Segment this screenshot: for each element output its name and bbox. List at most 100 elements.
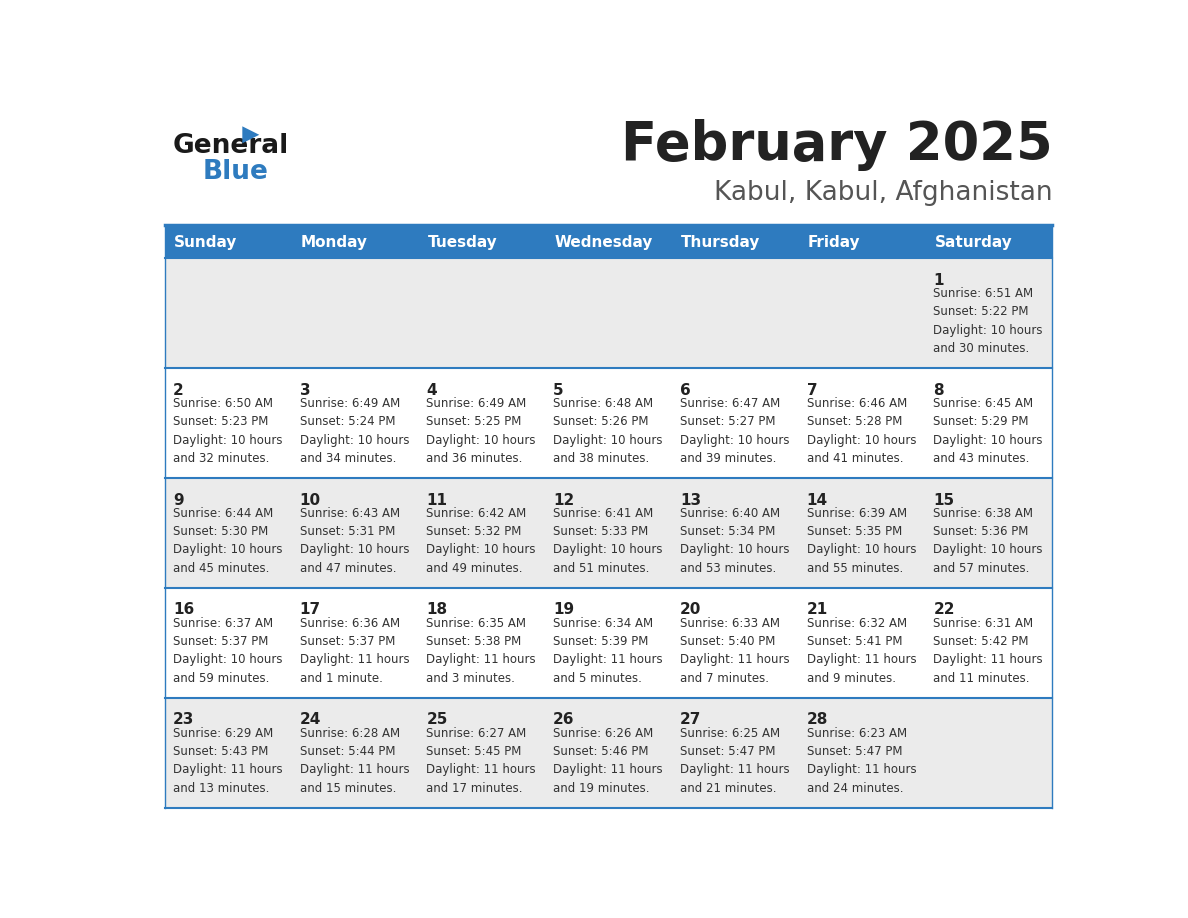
Text: Sunrise: 6:31 AM: Sunrise: 6:31 AM xyxy=(934,617,1034,630)
Text: Daylight: 10 hours: Daylight: 10 hours xyxy=(173,543,283,556)
Text: Sunrise: 6:27 AM: Sunrise: 6:27 AM xyxy=(426,727,526,740)
Text: Daylight: 10 hours: Daylight: 10 hours xyxy=(426,433,536,446)
Text: and 49 minutes.: and 49 minutes. xyxy=(426,562,523,575)
Text: Sunrise: 6:49 AM: Sunrise: 6:49 AM xyxy=(426,397,526,410)
Text: Wednesday: Wednesday xyxy=(555,235,652,250)
Text: Sunset: 5:22 PM: Sunset: 5:22 PM xyxy=(934,306,1029,319)
Text: and 47 minutes.: and 47 minutes. xyxy=(299,562,396,575)
Bar xyxy=(165,478,1053,588)
Text: 27: 27 xyxy=(680,712,701,727)
Text: Daylight: 10 hours: Daylight: 10 hours xyxy=(554,543,663,556)
Text: Daylight: 11 hours: Daylight: 11 hours xyxy=(426,654,536,666)
Text: Sunrise: 6:39 AM: Sunrise: 6:39 AM xyxy=(807,507,906,521)
Text: 20: 20 xyxy=(680,602,701,618)
Text: 4: 4 xyxy=(426,383,437,397)
Text: 19: 19 xyxy=(554,602,574,618)
Text: Sunrise: 6:42 AM: Sunrise: 6:42 AM xyxy=(426,507,526,521)
Text: and 9 minutes.: and 9 minutes. xyxy=(807,672,896,685)
Text: and 15 minutes.: and 15 minutes. xyxy=(299,781,396,794)
Text: and 32 minutes.: and 32 minutes. xyxy=(173,452,270,465)
Text: Daylight: 10 hours: Daylight: 10 hours xyxy=(807,543,916,556)
Text: and 21 minutes.: and 21 minutes. xyxy=(680,781,776,794)
Text: and 57 minutes.: and 57 minutes. xyxy=(934,562,1030,575)
Text: Sunrise: 6:33 AM: Sunrise: 6:33 AM xyxy=(680,617,779,630)
Text: and 30 minutes.: and 30 minutes. xyxy=(934,341,1030,354)
Text: Thursday: Thursday xyxy=(681,235,760,250)
Text: February 2025: February 2025 xyxy=(621,118,1053,171)
Text: Daylight: 10 hours: Daylight: 10 hours xyxy=(299,543,409,556)
Text: and 55 minutes.: and 55 minutes. xyxy=(807,562,903,575)
Text: Sunset: 5:29 PM: Sunset: 5:29 PM xyxy=(934,415,1029,429)
Text: Daylight: 10 hours: Daylight: 10 hours xyxy=(934,433,1043,446)
Text: 21: 21 xyxy=(807,602,828,618)
Text: Sunset: 5:30 PM: Sunset: 5:30 PM xyxy=(173,525,268,538)
Text: Sunset: 5:46 PM: Sunset: 5:46 PM xyxy=(554,745,649,758)
Text: Sunrise: 6:23 AM: Sunrise: 6:23 AM xyxy=(807,727,906,740)
Text: 1: 1 xyxy=(934,273,943,287)
Text: Daylight: 10 hours: Daylight: 10 hours xyxy=(554,433,663,446)
Text: Sunrise: 6:36 AM: Sunrise: 6:36 AM xyxy=(299,617,400,630)
Text: and 13 minutes.: and 13 minutes. xyxy=(173,781,270,794)
Text: General: General xyxy=(173,132,290,159)
Text: 23: 23 xyxy=(173,712,195,727)
Text: Sunset: 5:34 PM: Sunset: 5:34 PM xyxy=(680,525,776,538)
Text: Sunrise: 6:25 AM: Sunrise: 6:25 AM xyxy=(680,727,781,740)
Text: Sunset: 5:37 PM: Sunset: 5:37 PM xyxy=(299,635,396,648)
Text: 17: 17 xyxy=(299,602,321,618)
Text: Daylight: 11 hours: Daylight: 11 hours xyxy=(554,764,663,777)
Text: Sunrise: 6:45 AM: Sunrise: 6:45 AM xyxy=(934,397,1034,410)
Text: Sunset: 5:31 PM: Sunset: 5:31 PM xyxy=(299,525,396,538)
Text: Daylight: 10 hours: Daylight: 10 hours xyxy=(299,433,409,446)
Text: Sunset: 5:23 PM: Sunset: 5:23 PM xyxy=(173,415,268,429)
Text: and 19 minutes.: and 19 minutes. xyxy=(554,781,650,794)
Text: Daylight: 11 hours: Daylight: 11 hours xyxy=(680,654,790,666)
Text: Sunrise: 6:48 AM: Sunrise: 6:48 AM xyxy=(554,397,653,410)
Text: Sunset: 5:28 PM: Sunset: 5:28 PM xyxy=(807,415,902,429)
Polygon shape xyxy=(242,127,259,143)
Text: Sunset: 5:36 PM: Sunset: 5:36 PM xyxy=(934,525,1029,538)
Text: and 3 minutes.: and 3 minutes. xyxy=(426,672,516,685)
Text: and 7 minutes.: and 7 minutes. xyxy=(680,672,769,685)
Text: Sunset: 5:26 PM: Sunset: 5:26 PM xyxy=(554,415,649,429)
Text: Daylight: 10 hours: Daylight: 10 hours xyxy=(173,654,283,666)
Text: 5: 5 xyxy=(554,383,564,397)
Text: 14: 14 xyxy=(807,493,828,508)
Text: 7: 7 xyxy=(807,383,817,397)
Text: Sunset: 5:32 PM: Sunset: 5:32 PM xyxy=(426,525,522,538)
Text: and 38 minutes.: and 38 minutes. xyxy=(554,452,650,465)
Text: and 45 minutes.: and 45 minutes. xyxy=(173,562,270,575)
Text: Daylight: 10 hours: Daylight: 10 hours xyxy=(680,543,789,556)
Text: and 34 minutes.: and 34 minutes. xyxy=(299,452,396,465)
Text: Tuesday: Tuesday xyxy=(428,235,498,250)
Text: Daylight: 10 hours: Daylight: 10 hours xyxy=(934,543,1043,556)
Text: 8: 8 xyxy=(934,383,944,397)
Text: Sunrise: 6:32 AM: Sunrise: 6:32 AM xyxy=(807,617,906,630)
Text: and 43 minutes.: and 43 minutes. xyxy=(934,452,1030,465)
Text: 9: 9 xyxy=(173,493,184,508)
Text: Sunrise: 6:43 AM: Sunrise: 6:43 AM xyxy=(299,507,400,521)
Text: 10: 10 xyxy=(299,493,321,508)
Text: 12: 12 xyxy=(554,493,574,508)
Text: Sunset: 5:41 PM: Sunset: 5:41 PM xyxy=(807,635,902,648)
Text: Sunrise: 6:40 AM: Sunrise: 6:40 AM xyxy=(680,507,781,521)
Text: Daylight: 11 hours: Daylight: 11 hours xyxy=(173,764,283,777)
Text: Sunset: 5:40 PM: Sunset: 5:40 PM xyxy=(680,635,776,648)
Text: Daylight: 11 hours: Daylight: 11 hours xyxy=(554,654,663,666)
Text: Sunrise: 6:47 AM: Sunrise: 6:47 AM xyxy=(680,397,781,410)
Bar xyxy=(165,227,1053,258)
Text: Daylight: 11 hours: Daylight: 11 hours xyxy=(807,764,916,777)
Text: Daylight: 11 hours: Daylight: 11 hours xyxy=(680,764,790,777)
Text: Sunset: 5:37 PM: Sunset: 5:37 PM xyxy=(173,635,268,648)
Text: Sunset: 5:27 PM: Sunset: 5:27 PM xyxy=(680,415,776,429)
Text: Sunrise: 6:41 AM: Sunrise: 6:41 AM xyxy=(554,507,653,521)
Text: and 24 minutes.: and 24 minutes. xyxy=(807,781,903,794)
Bar xyxy=(165,588,1053,698)
Text: Daylight: 10 hours: Daylight: 10 hours xyxy=(934,323,1043,337)
Text: Sunrise: 6:35 AM: Sunrise: 6:35 AM xyxy=(426,617,526,630)
Bar xyxy=(165,698,1053,808)
Text: Sunrise: 6:29 AM: Sunrise: 6:29 AM xyxy=(173,727,273,740)
Text: Daylight: 10 hours: Daylight: 10 hours xyxy=(426,543,536,556)
Text: Sunset: 5:39 PM: Sunset: 5:39 PM xyxy=(554,635,649,648)
Text: Sunrise: 6:46 AM: Sunrise: 6:46 AM xyxy=(807,397,906,410)
Text: Sunset: 5:25 PM: Sunset: 5:25 PM xyxy=(426,415,522,429)
